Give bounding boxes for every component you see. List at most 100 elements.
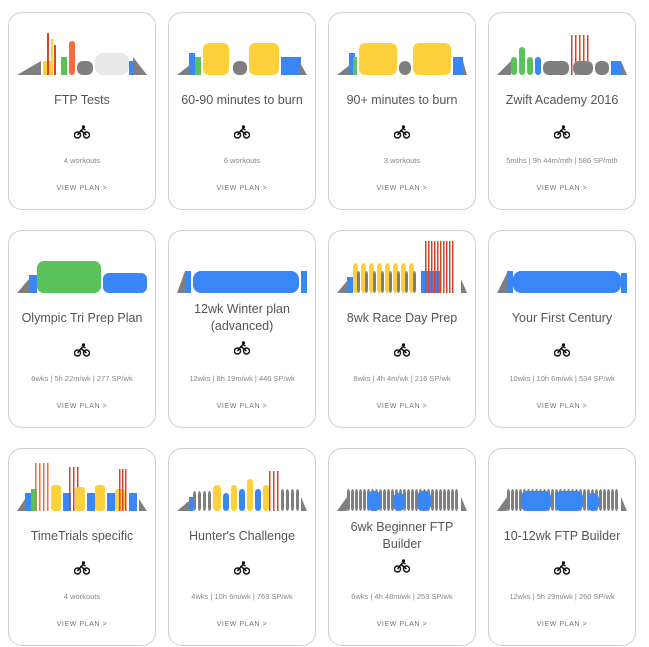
view-plan-link[interactable]: VIEW PLAN > [536, 621, 588, 628]
workout-block [573, 61, 593, 75]
view-plan-link[interactable]: VIEW PLAN > [536, 403, 588, 410]
plan-card[interactable]: Zwift Academy 2016 5mths | 9h 44m/mth | 5… [488, 12, 636, 210]
workout-block [497, 61, 511, 75]
plan-title: 6wk Beginner FTP Builder [333, 519, 471, 553]
workout-block [75, 487, 85, 511]
plan-card[interactable]: 6wk Beginner FTP Builder 6wks | 4h 48m/wk … [328, 448, 476, 646]
plan-meta: 3 workouts [383, 156, 421, 165]
workout-profile-graph [497, 271, 627, 293]
workout-block [95, 53, 129, 75]
workout-block [431, 489, 434, 511]
plan-title-line: TimeTrials specific [30, 529, 134, 543]
workout-block [451, 489, 454, 511]
workout-block [189, 497, 193, 511]
workout-block [177, 271, 185, 293]
workout-block [133, 57, 147, 75]
plan-card[interactable]: FTP Tests 4 workouts VIEW PLAN > [8, 12, 156, 210]
workout-block [515, 489, 518, 511]
workout-block [381, 271, 384, 293]
workout-block [296, 489, 299, 511]
view-plan-link[interactable]: VIEW PLAN > [56, 403, 108, 410]
view-plan-link[interactable]: VIEW PLAN > [536, 185, 588, 192]
workout-block [95, 485, 105, 511]
plan-card[interactable]: 8wk Race Day Prep 8wks | 4h 4m/wk | 216 S… [328, 230, 476, 428]
view-plan-link[interactable]: VIEW PLAN > [216, 403, 268, 410]
view-plan-link[interactable]: VIEW PLAN > [376, 403, 428, 410]
workout-block [193, 491, 196, 511]
workout-block [497, 273, 507, 293]
cyclist-icon [329, 343, 475, 362]
workout-block [446, 241, 448, 293]
plan-card[interactable]: 12wk Winter plan (advanced) 12wks | 8h 19m… [168, 230, 316, 428]
workout-block [129, 493, 137, 511]
workout-profile-graph [17, 261, 147, 293]
plan-meta: 6wks | 4h 48m/wk | 253 SP/wk [351, 592, 453, 601]
cyclist-icon [489, 125, 635, 144]
workout-block [25, 493, 31, 511]
workout-profile-graph [17, 463, 147, 511]
plan-meta: 12wks | 5h 29m/wk | 260 SP/wk [509, 592, 615, 601]
workout-block [337, 281, 347, 293]
workout-block [255, 489, 261, 511]
plan-title-line: Olympic Tri Prep Plan [21, 311, 143, 325]
workout-block [351, 489, 354, 511]
workout-block [409, 263, 414, 293]
workout-block [369, 263, 374, 293]
plan-card[interactable]: 60-90 minutes to burn 6 workouts VIEW PLAN… [168, 12, 316, 210]
workout-block [31, 489, 37, 511]
workout-block [519, 47, 525, 75]
cyclist-icon [329, 559, 475, 578]
workout-block [583, 35, 585, 75]
view-plan-link[interactable]: VIEW PLAN > [216, 185, 268, 192]
workout-profile-graph [497, 489, 627, 511]
workout-block [47, 33, 49, 75]
cyclist-icon [169, 341, 315, 360]
workout-block [463, 61, 467, 75]
workout-block [286, 489, 289, 511]
workout-block [223, 493, 229, 511]
workout-block [401, 263, 406, 293]
workout-block [69, 41, 75, 75]
workout-block [599, 489, 602, 511]
plan-title-line: Hunter's Challenge [189, 529, 295, 543]
workout-block [611, 489, 614, 511]
plan-card[interactable]: Olympic Tri Prep Plan 6wks | 5h 22m/wk | … [8, 230, 156, 428]
workout-block [17, 279, 29, 293]
view-plan-link[interactable]: VIEW PLAN > [216, 621, 268, 628]
workout-block [431, 241, 433, 293]
workout-block [273, 471, 275, 511]
plan-title: 60-90 minutes to burn [173, 92, 311, 109]
view-plan-link[interactable]: VIEW PLAN > [376, 185, 428, 192]
plan-title: 90+ minutes to burn [333, 92, 471, 109]
workout-block [347, 489, 350, 511]
workout-block [269, 471, 271, 511]
view-plan-link[interactable]: VIEW PLAN > [376, 621, 428, 628]
plan-card[interactable]: 90+ minutes to burn 3 workouts VIEW PLAN > [328, 12, 476, 210]
workout-profile-graph [337, 43, 467, 75]
workout-block [435, 489, 438, 511]
workout-block [621, 61, 627, 75]
workout-profile-graph [337, 489, 467, 511]
plan-card[interactable]: Hunter's Challenge 4wks | 10h 6m/wk | 769… [168, 448, 316, 646]
plan-title: Hunter's Challenge [173, 528, 311, 545]
workout-block [579, 35, 581, 75]
workout-block [73, 467, 75, 511]
plan-title: Olympic Tri Prep Plan [13, 310, 151, 327]
plan-meta: 6wks | 5h 22m/wk | 277 SP/wk [31, 374, 133, 383]
workout-block [122, 469, 124, 511]
workout-block [621, 273, 627, 293]
plan-card[interactable]: Your First Century 10wks | 10h 6m/wk | 53… [488, 230, 636, 428]
plan-card[interactable]: TimeTrials specific 4 workouts VIEW PLAN > [8, 448, 156, 646]
workout-block [507, 489, 510, 511]
workout-block [587, 35, 589, 75]
plan-card[interactable]: 10-12wk FTP Builder 12wks | 5h 29m/wk | 2… [488, 448, 636, 646]
plan-meta: 4 workouts [63, 592, 101, 601]
view-plan-link[interactable]: VIEW PLAN > [56, 185, 108, 192]
workout-block [551, 489, 554, 511]
plan-meta: 6 workouts [223, 156, 261, 165]
view-plan-link[interactable]: VIEW PLAN > [56, 621, 108, 628]
workout-block [51, 39, 53, 75]
workout-block [301, 497, 307, 511]
cyclist-icon [169, 561, 315, 580]
